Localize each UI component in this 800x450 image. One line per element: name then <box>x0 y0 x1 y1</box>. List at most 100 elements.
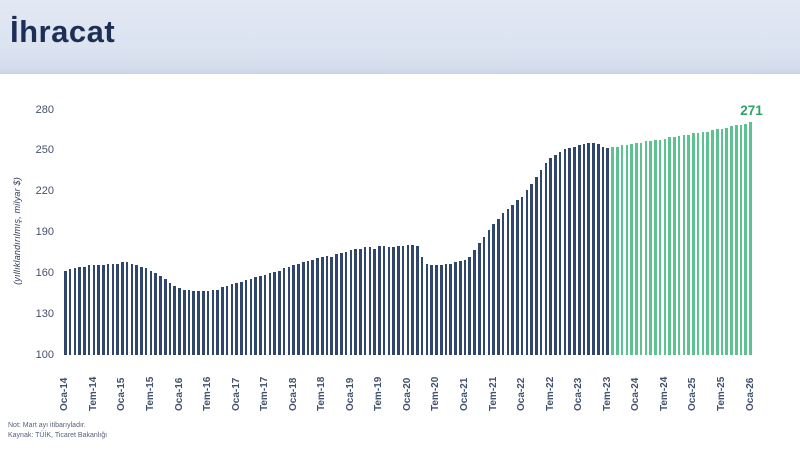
x-tick-label: Tem-14 <box>87 376 99 411</box>
bar-navy <box>478 243 481 355</box>
bar-navy <box>311 259 315 355</box>
bar-navy <box>382 246 386 355</box>
footnote-note: Not: Mart ayı itibarıyladır. <box>8 422 86 429</box>
bar-navy <box>301 262 305 355</box>
bar-green <box>687 134 690 355</box>
bar-navy <box>230 284 234 355</box>
bar-navy <box>64 270 67 355</box>
bar-navy <box>316 258 319 355</box>
bar-navy <box>516 199 519 355</box>
bar-green <box>734 124 738 355</box>
bar-navy <box>173 285 177 355</box>
bar-navy <box>482 236 486 355</box>
bar-navy <box>420 257 424 355</box>
bar-navy <box>449 263 453 355</box>
y-tick-label: 220 <box>35 185 54 198</box>
bar-navy <box>601 146 605 355</box>
bar-navy <box>121 262 124 355</box>
bar-navy <box>106 263 110 355</box>
x-tick-label: Oca-17 <box>230 377 242 411</box>
bar-navy <box>292 265 295 355</box>
bar-navy <box>406 244 410 355</box>
header-banner: İhracat <box>0 0 800 75</box>
bar-navy <box>397 246 400 355</box>
bar-green <box>620 145 624 355</box>
bar-navy <box>349 250 353 355</box>
bar-navy <box>273 271 276 355</box>
bar-navy <box>577 145 581 355</box>
x-tick-label: Oca-16 <box>173 377 185 411</box>
bar-green <box>682 134 686 355</box>
bar-navy <box>182 289 186 355</box>
bar-navy <box>430 265 433 355</box>
bar-navy <box>535 176 538 355</box>
x-tick-label: Tem-24 <box>658 376 670 411</box>
bar-green <box>668 137 671 355</box>
bar-navy <box>473 250 476 355</box>
bar-navy <box>392 247 395 355</box>
bar-navy <box>249 278 253 355</box>
bar-navy <box>111 263 115 355</box>
bar-navy <box>87 265 91 355</box>
x-tick-label: Oca-21 <box>459 377 471 411</box>
bar-navy <box>240 281 243 355</box>
bar-navy <box>140 266 143 355</box>
bar-green <box>649 141 652 355</box>
bar-navy <box>221 286 224 355</box>
bar-navy <box>606 148 610 355</box>
x-tick-label: Tem-21 <box>487 376 499 411</box>
bar-navy <box>373 248 376 355</box>
y-tick-label: 100 <box>35 348 54 361</box>
bar-navy <box>254 277 257 355</box>
bar-navy <box>116 263 119 355</box>
x-tick-label: Tem-17 <box>259 376 271 411</box>
x-tick-label: Oca-22 <box>516 377 528 411</box>
bar-navy <box>297 263 300 355</box>
bar-green <box>711 130 714 355</box>
bar-navy <box>511 205 514 355</box>
bar-navy <box>135 265 138 355</box>
x-tick-label: Oca-25 <box>687 377 699 411</box>
bar-navy <box>520 197 524 355</box>
bar-navy <box>202 291 205 355</box>
x-tick-label: Tem-20 <box>430 376 442 411</box>
bar-navy <box>225 285 229 355</box>
x-tick-label: Oca-18 <box>287 377 299 411</box>
bar-navy <box>244 280 248 355</box>
x-tick-label: Oca-23 <box>573 377 585 411</box>
x-tick-label: Oca-19 <box>344 377 356 411</box>
bar-navy <box>97 265 100 355</box>
bar-navy <box>197 291 200 355</box>
bar-navy <box>78 266 81 355</box>
bar-navy <box>187 289 191 355</box>
bar-green <box>625 145 629 355</box>
y-tick-label: 250 <box>35 144 54 157</box>
bar-navy <box>192 291 196 355</box>
bar-navy <box>568 148 571 355</box>
plot-area <box>63 110 753 355</box>
bar-navy <box>92 265 96 355</box>
bar-navy <box>506 209 510 355</box>
x-tick-label: Tem-19 <box>373 376 385 411</box>
bar-green <box>616 146 619 355</box>
bar-navy <box>306 261 310 355</box>
bar-navy <box>102 265 105 355</box>
bar-navy <box>130 263 134 355</box>
bar-navy <box>163 278 167 355</box>
bar-navy <box>235 282 238 355</box>
bar-navy <box>582 144 586 355</box>
bar-navy <box>592 142 595 355</box>
bar-navy <box>211 289 215 355</box>
x-tick-label: Tem-18 <box>316 376 328 411</box>
bar-green <box>720 129 724 355</box>
bar-navy <box>363 247 367 355</box>
bar-green <box>673 137 676 355</box>
bar-navy <box>525 190 529 355</box>
bar-green <box>658 139 662 355</box>
x-tick-label: Tem-23 <box>601 376 613 411</box>
bar-navy <box>554 154 557 355</box>
bar-green <box>611 146 614 355</box>
y-tick-label: 160 <box>35 266 54 279</box>
bar-navy <box>454 262 457 355</box>
bar-navy <box>168 282 172 355</box>
